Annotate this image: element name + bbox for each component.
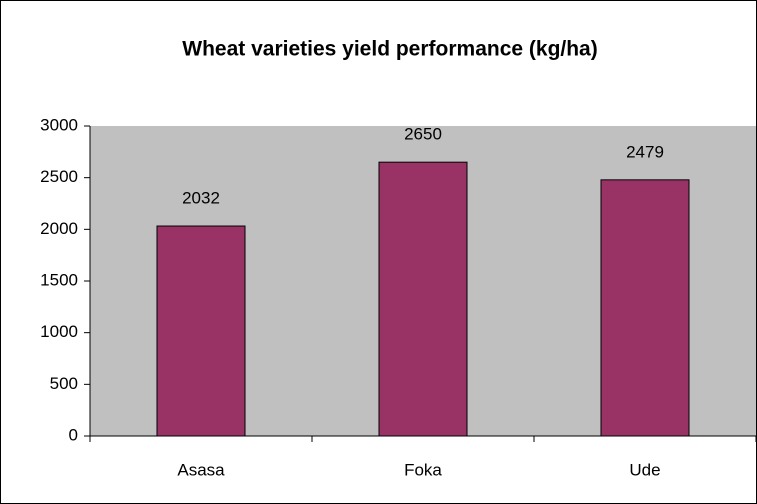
y-tick-label: 3000 xyxy=(40,115,78,134)
bar xyxy=(156,225,246,437)
y-tick-label: 2000 xyxy=(40,219,78,238)
bar xyxy=(378,161,468,437)
x-tick-label: Asasa xyxy=(177,460,225,479)
y-tick-label: 1500 xyxy=(40,270,78,289)
x-tick-label: Ude xyxy=(629,460,660,479)
x-tick-label: Foka xyxy=(404,460,442,479)
y-tick-label: 2500 xyxy=(40,167,78,186)
bar xyxy=(600,179,690,437)
chart-title: Wheat varieties yield performance (kg/ha… xyxy=(182,38,597,61)
y-tick-label: 0 xyxy=(69,425,78,444)
y-tick-label: 1000 xyxy=(40,322,78,341)
data-label: 2479 xyxy=(626,142,664,161)
data-label: 2032 xyxy=(182,189,220,208)
data-label: 2650 xyxy=(404,125,442,144)
y-tick-label: 500 xyxy=(50,374,78,393)
